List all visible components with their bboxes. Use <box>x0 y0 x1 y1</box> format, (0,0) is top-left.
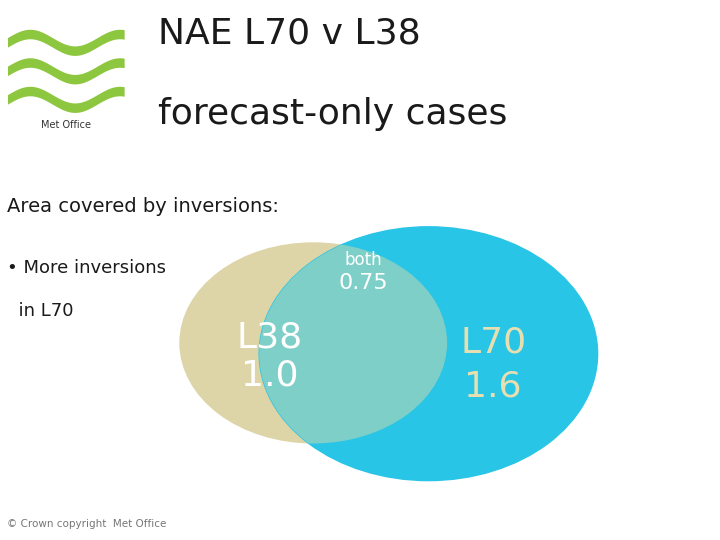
Text: L38: L38 <box>237 321 303 354</box>
Text: L70: L70 <box>460 326 526 360</box>
Text: NAE L70 v L38: NAE L70 v L38 <box>158 16 421 50</box>
Text: 0.75: 0.75 <box>339 273 388 293</box>
Circle shape <box>180 243 446 443</box>
Text: Met Office: Met Office <box>41 120 91 130</box>
Text: in L70: in L70 <box>7 302 73 320</box>
Text: Area covered by inversions:: Area covered by inversions: <box>7 197 279 216</box>
Text: 1.0: 1.0 <box>241 359 299 392</box>
Text: © Crown copyright  Met Office: © Crown copyright Met Office <box>7 519 166 529</box>
Circle shape <box>180 243 446 443</box>
Text: forecast-only cases: forecast-only cases <box>158 97 508 131</box>
Text: 1.6: 1.6 <box>464 369 522 403</box>
Text: • More inversions: • More inversions <box>7 259 166 277</box>
Circle shape <box>259 227 598 481</box>
Text: both: both <box>345 251 382 269</box>
